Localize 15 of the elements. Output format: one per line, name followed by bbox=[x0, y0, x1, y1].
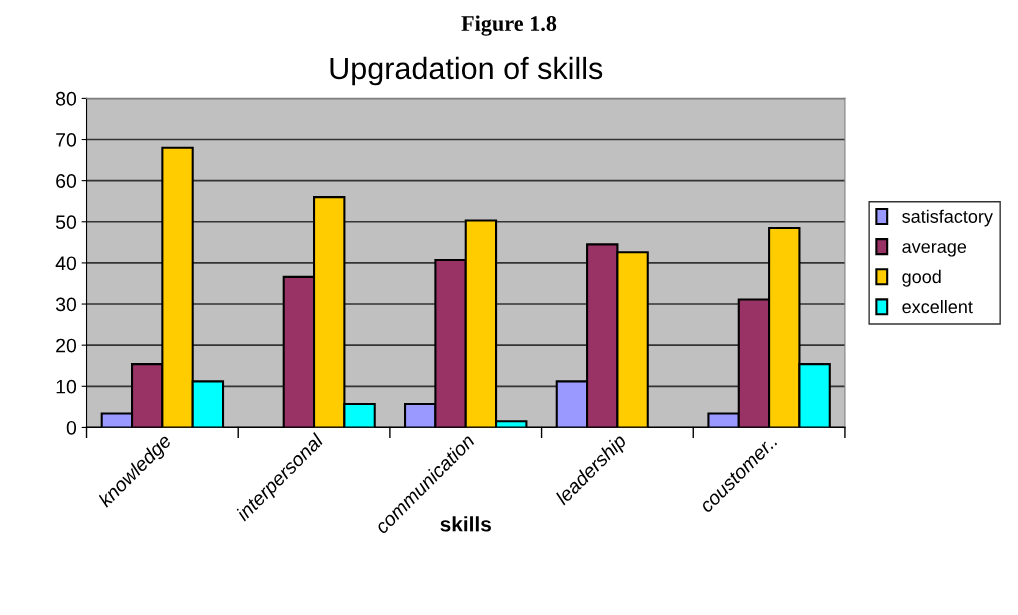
y-tick-label: 10 bbox=[56, 379, 77, 394]
caption: Figure 1.8 bbox=[461, 15, 557, 36]
y-tick-label: 80 bbox=[56, 91, 77, 106]
y-tick-label: 0 bbox=[66, 420, 77, 435]
y-tick-label: 20 bbox=[56, 338, 77, 353]
legend-label: average bbox=[902, 243, 967, 257]
y-tick-label: 30 bbox=[55, 297, 77, 312]
y-tick-label: 70 bbox=[56, 133, 77, 147]
y-tick-label: 60 bbox=[56, 174, 77, 188]
y-tick-label: 40 bbox=[55, 256, 77, 271]
legend-label: good bbox=[902, 269, 941, 287]
chart-title: Upgradation of skills bbox=[330, 56, 603, 86]
legend-label: excellent bbox=[902, 299, 973, 314]
legend-label: satisfactory bbox=[902, 209, 993, 227]
y-tick-label: 50 bbox=[55, 215, 77, 230]
